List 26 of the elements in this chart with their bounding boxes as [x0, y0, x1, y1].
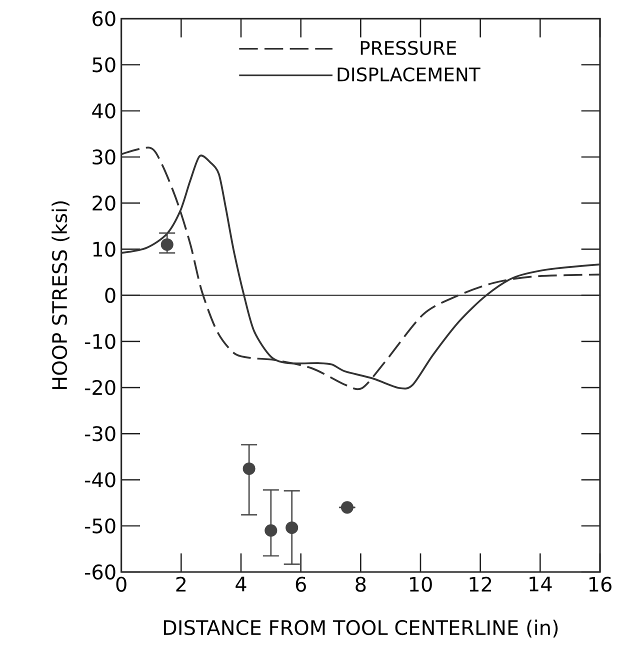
x-tick-label: 16: [589, 576, 612, 592]
x-tick-label: 2: [176, 576, 186, 592]
legend-label: PRESSURE: [360, 40, 456, 55]
x-tick-label: 4: [236, 576, 246, 592]
y-tick-label: 20: [92, 196, 116, 211]
x-tick-label: 10: [410, 576, 432, 592]
y-tick-label: 0: [105, 288, 116, 303]
x-tick-label: 14: [530, 576, 552, 592]
x-tick-label: 0: [116, 576, 126, 592]
y-tick-label: -10: [84, 334, 116, 350]
y-tick-label: 60: [92, 11, 116, 26]
y-tick-label: -40: [84, 472, 116, 488]
x-tick-label: 12: [470, 576, 492, 592]
y-tick-label: 50: [92, 57, 116, 72]
legend-label: DISPLACEMENT: [338, 67, 480, 82]
y-tick-label: -50: [84, 518, 116, 534]
y-tick-label: 30: [92, 149, 116, 165]
x-tick-label: 8: [356, 576, 366, 592]
y-tick-label: -60: [84, 564, 116, 580]
y-tick-label: 40: [92, 103, 116, 118]
x-tick-label: 6: [296, 576, 306, 592]
y-axis-title: HOOP STRESS (ksi): [52, 201, 70, 390]
y-tick-label: -30: [84, 426, 116, 442]
y-tick-label: -20: [84, 380, 116, 396]
x-axis-title: DISTANCE FROM TOOL CENTERLINE (in): [164, 620, 558, 638]
y-tick-label: 10: [93, 242, 116, 257]
